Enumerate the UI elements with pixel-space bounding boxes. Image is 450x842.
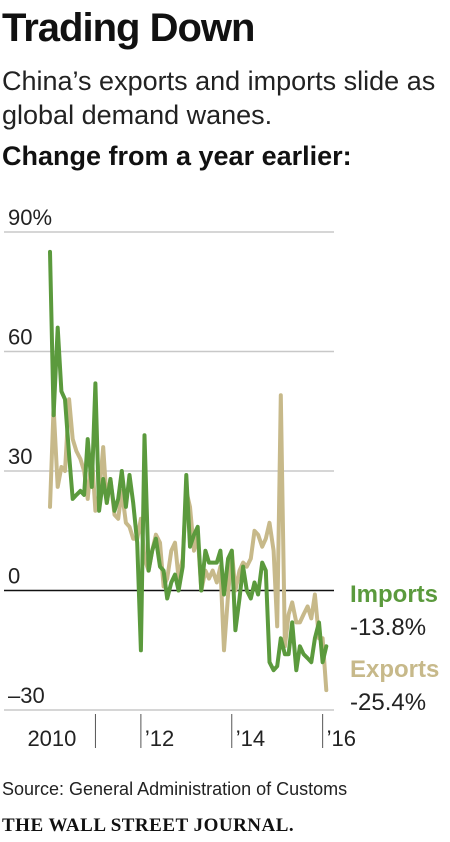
chart-subtitle: China’s exports and imports slide as glo… xyxy=(2,66,436,130)
y-tick-label: –30 xyxy=(8,683,45,708)
x-tick-label: ’16 xyxy=(327,726,356,751)
y-tick-label: 90% xyxy=(8,205,52,230)
line-chart: 90% 60 30 0 –30 2010 ’12 ’14 ’16 Imports -13.8% Exp… xyxy=(4,205,439,751)
x-tick-label: ’14 xyxy=(236,726,265,751)
chart-title: Trading Down xyxy=(2,6,255,50)
imports-legend-label: Imports xyxy=(350,581,438,608)
exports-legend-label: Exports xyxy=(350,656,439,683)
exports-value-label: -25.4% xyxy=(350,689,426,716)
imports-value-label: -13.8% xyxy=(350,614,426,641)
y-tick-label: 0 xyxy=(8,564,20,589)
publisher-logo: THE WALL STREET JOURNAL. xyxy=(2,815,295,836)
y-tick-label: 60 xyxy=(8,325,32,350)
x-tick-label: 2010 xyxy=(27,726,76,751)
source-note: Source: General Administration of Custom… xyxy=(2,779,348,799)
imports-series-line xyxy=(48,249,329,673)
x-tick-label: ’12 xyxy=(145,726,174,751)
chart-description: Change from a year earlier: xyxy=(2,141,352,171)
y-tick-label: 30 xyxy=(8,444,32,469)
